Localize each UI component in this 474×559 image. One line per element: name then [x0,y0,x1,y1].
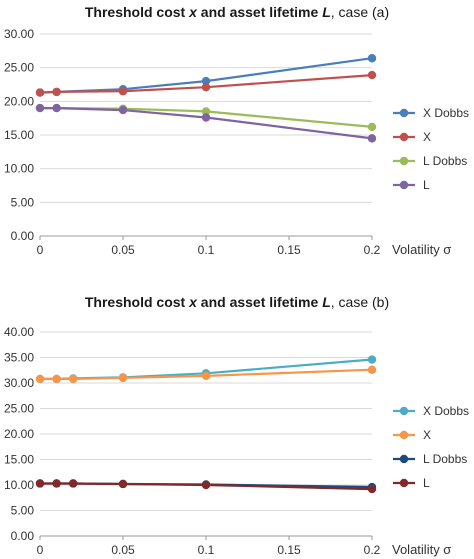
chart-a-title-mid: and asset lifetime [196,4,323,20]
chart-a-x-tick-label: 0.2 [364,243,381,257]
chart-a-legend-label-l-dobbs: L Dobbs [423,154,467,168]
chart-b-title: Threshold cost x and asset lifetime L, c… [0,294,474,310]
chart-a-data-point-x [367,70,377,80]
chart-b-title-var-l: L [322,294,331,310]
chart-b-legend-label-l-dobbs: L Dobbs [423,452,467,466]
chart-b-y-tick-label: 40.00 [4,325,34,339]
chart-b-legend-marker-x [399,430,409,440]
chart-b-data-point-x [118,373,128,383]
chart-b-legend-marker-l-dobbs [399,454,409,464]
chart-a-data-point-l [35,103,45,113]
chart-b-y-tick-label: 35.00 [4,351,34,365]
chart-a-data-point-x [118,87,128,96]
chart-b-title-case: , case (b) [330,294,390,310]
chart-b-legend-label-x-dobbs: X Dobbs [423,404,469,418]
chart-a-data-point-x-dobbs [201,76,211,86]
chart-b-y-tick-label: 0.00 [11,529,35,543]
chart-a-title-case: , case (a) [330,4,390,20]
chart-b-data-point-l [367,484,377,494]
chart-b-y-tick-label: 5.00 [11,504,35,518]
chart-b-legend-marker-l [399,478,409,488]
chart-a-data-point-l-dobbs [201,107,211,116]
chart-b-data-point-x [69,374,78,384]
chart-b-legend-marker-x-dobbs [399,406,409,416]
chart-a-y-tick-label: 15.00 [4,128,34,142]
chart-a-y-tick-label: 30.00 [4,27,34,41]
chart-a-y-tick-label: 20.00 [4,94,34,108]
chart-b-data-point-x [201,371,211,381]
chart-a-y-tick-label: 25.00 [4,61,34,75]
chart-a-legend-label-l: L [423,178,430,192]
chart-b-x-tick-label: 0.1 [198,543,215,557]
chart-a-data-point-x [201,82,211,92]
chart-a-y-tick-label: 0.00 [11,229,35,243]
chart-a-y-tick-label: 5.00 [11,195,35,209]
chart-a-data-point-x-dobbs [367,54,377,63]
chart-a-legend-label-x-dobbs: X Dobbs [423,106,469,120]
chart-b-x-tick-label: 0.15 [277,543,301,557]
chart-b-data-point-x-dobbs [367,355,377,364]
chart-b-data-point-l [52,479,61,488]
chart-b-y-tick-label: 20.00 [4,427,34,441]
chart-a-legend-marker-x [399,132,409,142]
chart-a-data-point-x [52,87,61,97]
chart-a-data-point-l [52,103,61,113]
chart-a-x-axis-label: Volatility σ [392,242,451,257]
chart-a-x-tick-label: 0.1 [198,243,215,257]
chart-a-legend-marker-l [399,180,409,190]
chart-b-y-tick-label: 25.00 [4,402,34,416]
chart-b-y-tick-label: 15.00 [4,453,34,467]
chart-b-title-var-x: x [189,294,197,310]
chart-b-data-point-l [35,479,45,488]
chart-b-data-point-x [367,365,377,374]
chart-a-x-tick-label: 0.15 [277,243,301,257]
chart-a-data-point-x [35,88,45,97]
chart-b-data-point-x [52,374,61,384]
chart-b-legend-label-x: X [423,428,431,442]
chart-b-x-tick-label: 0 [37,543,44,557]
chart-a-title-var-x: x [189,4,197,20]
chart-b-data-point-l [118,479,128,489]
chart-a-x-tick-label: 0.05 [111,243,135,257]
chart-b-x-tick-label: 0.05 [111,543,135,557]
chart-a-title-text: Threshold cost [84,4,190,20]
chart-b-legend-label-l: L [423,476,430,490]
chart-a-data-point-l [367,134,377,143]
chart-a: 0.00 5.00 10.00 15.00 20.00 25.00 30.00 0 0.05 0.… [4,27,469,257]
chart-a-x-tick-label: 0 [37,243,44,257]
chart-a-y-tick-label: 10.00 [4,162,34,176]
chart-b-title-text: Threshold cost [84,294,190,310]
chart-b-data-point-l [69,479,78,488]
chart-b-title-mid: and asset lifetime [196,294,323,310]
chart-b-x-axis-label: Volatility σ [392,542,451,557]
chart-a-title-var-l: L [322,4,331,20]
chart-a-data-point-l [201,113,211,122]
chart-a-legend-label-x: X [423,130,431,144]
chart-b-x-tick-label: 0.2 [364,543,381,557]
chart-a-data-point-l [118,105,128,115]
chart-a-legend-marker-l-dobbs [399,156,409,166]
chart-b: 0.00 5.00 10.00 15.00 20.00 25.00 30.00 35.00 40… [4,325,469,557]
chart-a-legend-marker-x-dobbs [399,108,409,118]
chart-b-data-point-x [35,374,45,384]
chart-a-title: Threshold cost x and asset lifetime L, c… [0,4,474,20]
chart-b-data-point-l [201,480,211,490]
chart-b-y-tick-label: 30.00 [4,376,34,390]
chart-b-y-tick-label: 10.00 [4,478,34,492]
chart-a-data-point-l-dobbs [367,122,377,132]
